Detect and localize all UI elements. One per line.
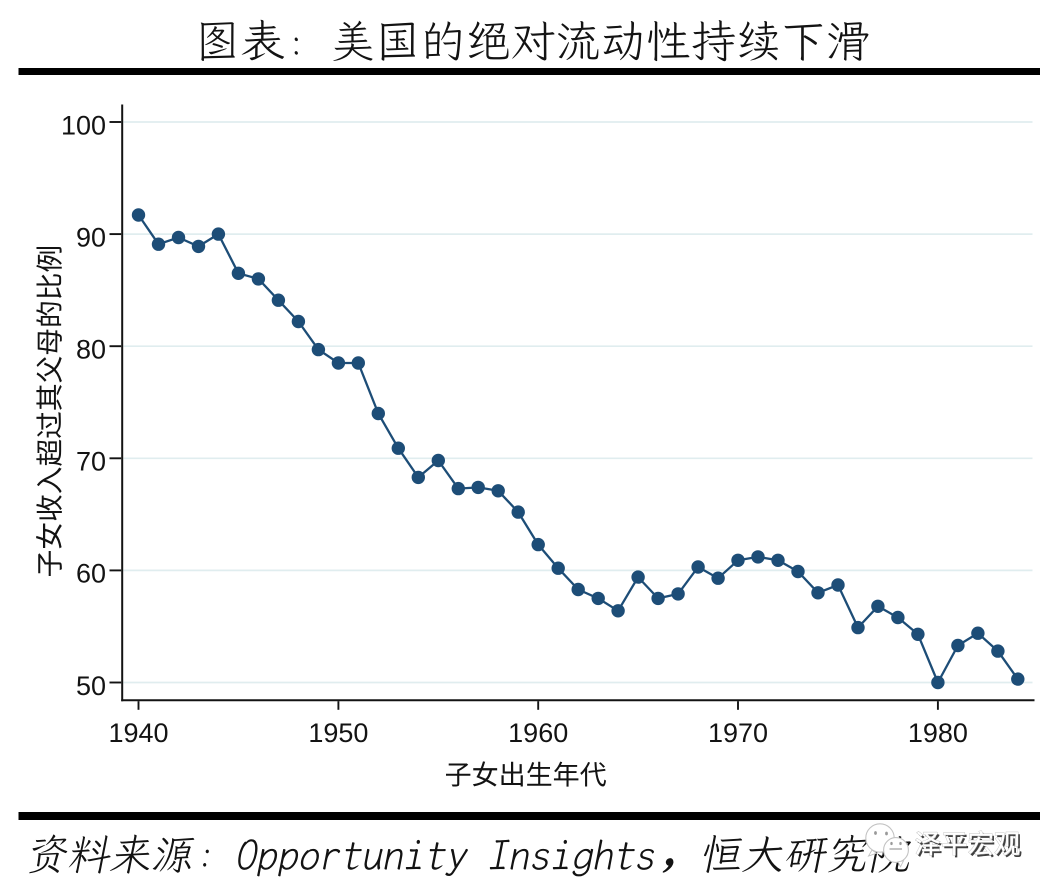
svg-text:1980: 1980 [908, 718, 968, 748]
svg-text:90: 90 [76, 222, 106, 252]
svg-text:1960: 1960 [508, 718, 568, 748]
svg-text:100: 100 [61, 110, 106, 140]
svg-text:50: 50 [76, 671, 106, 701]
svg-text:80: 80 [76, 335, 106, 365]
svg-text:60: 60 [76, 559, 106, 589]
svg-text:1940: 1940 [108, 718, 168, 748]
svg-text:70: 70 [76, 447, 106, 477]
svg-text:1950: 1950 [308, 718, 368, 748]
svg-text:1970: 1970 [708, 718, 768, 748]
